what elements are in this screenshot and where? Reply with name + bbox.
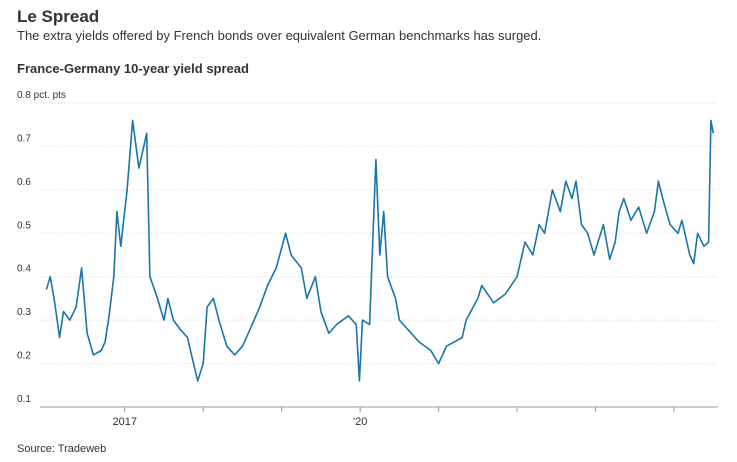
y-tick-label: 0.2 [17,351,31,362]
chart-title: France-Germany 10-year yield spread [17,61,249,76]
y-tick-label: 0.1 [17,394,31,405]
subtitle: The extra yields offered by French bonds… [17,28,541,43]
spread-line [45,119,715,382]
title: Le Spread [17,7,99,26]
y-tick-label: 0.3 [17,307,31,318]
x-tick-label: 2017 [113,416,137,428]
x-tick-label: '20 [353,416,367,428]
y-tick-label: 0.5 [17,220,31,231]
y-tick-label: 0.8 pct. pts [17,90,66,101]
source: Source: Tradeweb [17,443,106,455]
y-tick-label: 0.7 [17,133,31,144]
y-tick-label: 0.4 [17,264,31,275]
y-tick-label: 0.6 [17,177,31,188]
